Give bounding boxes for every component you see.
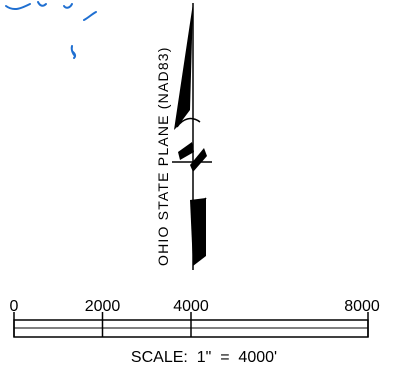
north-arrow-middle-mark (178, 142, 194, 160)
scale-tick-label: 4000 (173, 298, 209, 315)
stream-segment (72, 51, 77, 59)
scale-tick-label: 8000 (344, 298, 380, 315)
north-arrow-lower-wedge (190, 198, 206, 266)
stream-segment (63, 3, 73, 9)
stream-segment (5, 3, 31, 11)
scale-tick-labels: 0 2000 4000 8000 (10, 298, 380, 315)
north-arrow-upper-wedge (174, 3, 193, 130)
north-arrow-middle-mark-2 (190, 148, 207, 172)
north-arrow (172, 3, 212, 270)
coordinate-system-label: OHIO STATE PLANE (NAD83) (155, 46, 171, 266)
scale-text: SCALE: 1" = 4000' (131, 349, 277, 366)
north-arrow-curl (176, 117, 201, 128)
scale-tick-label: 0 (10, 298, 19, 315)
scale-bar (13, 312, 369, 338)
scale-tick-label: 2000 (85, 298, 121, 315)
hydrography-features (5, 1, 97, 59)
stream-segment (37, 1, 47, 7)
stream-segment (83, 11, 97, 21)
north-arrow-lower-curl (191, 197, 207, 217)
